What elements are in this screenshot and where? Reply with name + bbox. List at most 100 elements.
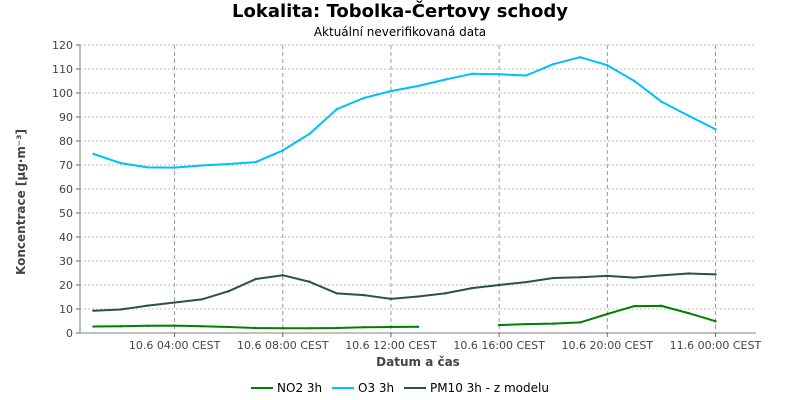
data-point-pm10-3h-z-modelu <box>389 297 393 301</box>
x-tick-label: 10.6 08:00 CEST <box>237 339 329 352</box>
data-point-pm10-3h-z-modelu <box>687 272 690 275</box>
data-point-pm10-3h-z-modelu <box>524 280 528 284</box>
y-tick-label: 20 <box>59 279 73 292</box>
y-tick-label: 80 <box>59 135 73 148</box>
legend-swatch-no2 <box>251 386 274 389</box>
data-point-no2-3h <box>687 311 690 315</box>
data-point-pm10-3h-z-modelu <box>633 276 636 279</box>
x-tick-label: 10.6 12:00 CEST <box>345 339 437 352</box>
data-point-no2-3h <box>146 324 149 327</box>
data-point-o3-3h <box>335 107 339 111</box>
data-point-pm10-3h-z-modelu <box>714 273 717 276</box>
data-point-pm10-3h-z-modelu <box>660 274 663 277</box>
series-line-o3-3h <box>92 56 717 169</box>
data-point-o3-3h <box>660 100 663 103</box>
data-point-o3-3h <box>443 78 447 81</box>
y-tick-label: 110 <box>52 63 73 76</box>
legend-item-o3: O3 3h <box>332 380 394 396</box>
data-point-pm10-3h-z-modelu <box>227 290 230 293</box>
data-point-o3-3h <box>579 56 582 59</box>
data-point-o3-3h <box>687 114 690 117</box>
data-point-no2-3h <box>335 326 339 330</box>
y-tick-label: 30 <box>59 255 73 268</box>
y-tick-label: 0 <box>66 327 73 340</box>
data-point-pm10-3h-z-modelu <box>579 276 582 279</box>
data-point-o3-3h <box>227 162 230 166</box>
data-point-no2-3h <box>362 326 366 329</box>
data-point-no2-3h <box>227 325 230 329</box>
data-point-no2-3h <box>633 304 636 308</box>
data-point-o3-3h <box>119 161 122 165</box>
data-point-no2-3h <box>308 327 312 330</box>
x-tick-label: 10.6 16:00 CEST <box>453 339 545 352</box>
x-tick-label: 10.6 20:00 CEST <box>562 339 654 352</box>
data-point-o3-3h <box>281 149 284 152</box>
data-point-no2-3h <box>200 325 203 328</box>
data-point-no2-3h <box>552 322 555 325</box>
legend-item-pm10: PM10 3h - z modelu <box>403 380 549 396</box>
data-point-o3-3h <box>497 73 501 76</box>
data-point-pm10-3h-z-modelu <box>443 292 447 295</box>
legend-swatch-pm10 <box>403 386 426 389</box>
y-tick-label: 40 <box>59 231 73 244</box>
data-point-o3-3h <box>714 128 717 131</box>
data-point-pm10-3h-z-modelu <box>281 273 284 277</box>
data-point-o3-3h <box>173 166 176 169</box>
series-line-pm10-3h-z-modelu <box>92 272 717 312</box>
data-point-pm10-3h-z-modelu <box>497 283 501 287</box>
data-point-pm10-3h-z-modelu <box>119 308 122 311</box>
y-tick-label: 120 <box>52 39 73 52</box>
data-point-no2-3h <box>579 321 582 324</box>
data-point-o3-3h <box>92 152 95 156</box>
data-point-pm10-3h-z-modelu <box>308 280 312 284</box>
data-point-no2-3h <box>92 325 95 328</box>
chart-title: Lokalita: Tobolka-Čertovy schody <box>232 1 568 22</box>
data-point-pm10-3h-z-modelu <box>146 304 149 307</box>
legend-label-o3: O3 3h <box>358 381 395 395</box>
data-point-o3-3h <box>416 84 420 88</box>
data-point-pm10-3h-z-modelu <box>173 301 176 304</box>
data-point-no2-3h <box>714 320 717 323</box>
data-point-no2-3h <box>173 324 176 327</box>
data-point-o3-3h <box>146 166 149 169</box>
legend-label-pm10: PM10 3h - z modelu <box>429 381 549 395</box>
y-tick-label: 90 <box>59 111 73 124</box>
data-point-pm10-3h-z-modelu <box>254 277 257 281</box>
data-point-o3-3h <box>524 74 528 77</box>
data-point-no2-3h <box>606 312 609 316</box>
data-point-o3-3h <box>470 72 474 76</box>
legend-swatch-o3 <box>332 386 354 389</box>
y-tick-label: 50 <box>59 207 73 220</box>
x-axis-label: Datum a čas <box>376 355 460 369</box>
data-point-pm10-3h-z-modelu <box>335 292 339 295</box>
data-point-o3-3h <box>389 89 393 93</box>
data-point-pm10-3h-z-modelu <box>92 309 95 312</box>
legend-item-no2: NO2 3h <box>251 380 322 396</box>
data-point-o3-3h <box>606 63 609 67</box>
y-axis-label: Koncentrace [µg·m⁻³] <box>14 129 28 275</box>
data-point-o3-3h <box>200 164 203 167</box>
chart-legend: NO2 3h O3 3h PM10 3h - z modelu <box>0 380 800 396</box>
data-point-o3-3h <box>254 160 257 164</box>
data-point-no2-3h <box>281 327 284 330</box>
chart-subtitle: Aktuální neverifikovaná data <box>313 25 487 39</box>
data-point-no2-3h <box>524 322 528 326</box>
data-point-no2-3h <box>119 325 122 328</box>
data-point-no2-3h <box>254 326 257 330</box>
data-point-pm10-3h-z-modelu <box>606 274 609 278</box>
data-point-o3-3h <box>552 62 555 66</box>
data-point-no2-3h <box>416 325 420 328</box>
data-point-pm10-3h-z-modelu <box>362 293 366 297</box>
data-point-pm10-3h-z-modelu <box>470 286 474 290</box>
legend-label-no2: NO2 3h <box>277 381 323 395</box>
x-tick-label: 11.6 00:00 CEST <box>670 339 762 352</box>
y-tick-label: 10 <box>59 303 73 316</box>
data-point-no2-3h <box>389 325 393 329</box>
data-point-no2-3h <box>497 323 501 327</box>
data-point-pm10-3h-z-modelu <box>552 276 555 280</box>
data-point-o3-3h <box>633 79 636 83</box>
y-tick-label: 100 <box>52 87 73 100</box>
x-tick-label: 10.6 04:00 CEST <box>129 339 221 352</box>
y-tick-label: 60 <box>59 183 73 196</box>
